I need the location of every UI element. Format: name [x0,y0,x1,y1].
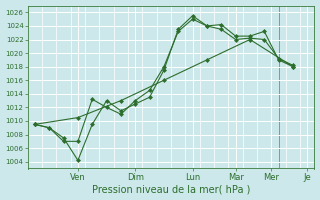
X-axis label: Pression niveau de la mer( hPa ): Pression niveau de la mer( hPa ) [92,184,250,194]
